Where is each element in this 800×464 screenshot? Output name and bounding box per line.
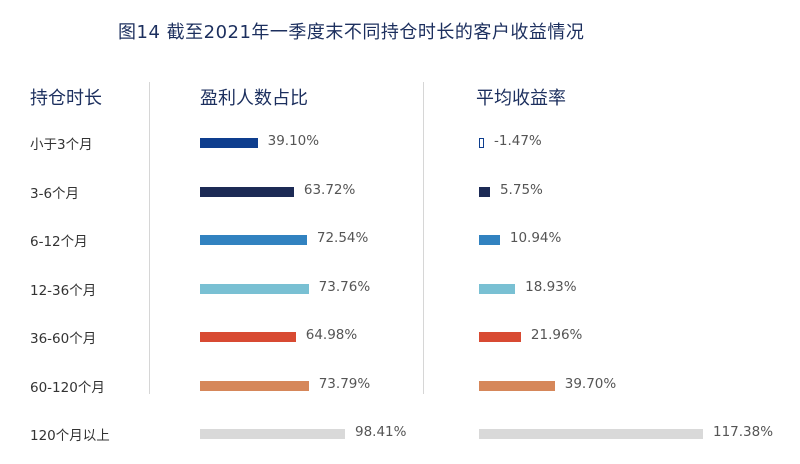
profit-ratio-bar <box>200 380 309 391</box>
average-return-value-label: 18.93% <box>525 278 577 295</box>
category-label: 6-12个月 <box>30 234 88 250</box>
profit-ratio-bar <box>200 283 309 294</box>
category-label: 12-36个月 <box>30 282 97 299</box>
average-return-bar <box>479 235 500 245</box>
profit-ratio-bar <box>200 186 294 197</box>
average-return-bar <box>479 429 703 439</box>
profit-ratio-value-label: 73.79% <box>318 375 371 392</box>
category-label: 120个月以上 <box>30 428 110 444</box>
average-return-bar <box>479 380 555 391</box>
average-return-value-label: 117.38% <box>713 424 774 440</box>
profit-ratio-value-label: 39.10% <box>267 133 320 149</box>
chart-title: 图14 截至2021年一季度末不同持仓时长的客户收益情况 <box>118 22 585 43</box>
category-label: 60-120个月 <box>30 379 105 396</box>
profit-ratio-value-label: 98.41% <box>355 424 407 440</box>
average-return-bar <box>479 283 516 294</box>
average-return-value-label: 5.75% <box>499 181 543 198</box>
category-label: 36-60个月 <box>30 331 97 347</box>
average-return-value-label: 39.70% <box>564 375 617 392</box>
average-return-bar <box>479 332 521 342</box>
profit-ratio-value-label: 63.72% <box>303 181 356 198</box>
profit-ratio-bar <box>200 138 258 148</box>
average-return-bar <box>479 138 484 148</box>
profit-ratio-bar <box>200 332 296 342</box>
profit-ratio-value-label: 73.76% <box>318 278 371 295</box>
column-header-profit-ratio: 盈利人数占比 <box>200 88 308 109</box>
column-header-holding-period: 持仓时长 <box>30 88 102 109</box>
column-divider <box>149 82 150 394</box>
profit-ratio-bar <box>200 235 307 245</box>
average-return-bar <box>479 186 490 197</box>
average-return-value-label: 10.94% <box>509 230 562 246</box>
profit-ratio-bar <box>200 429 345 439</box>
category-label: 3-6个月 <box>30 185 80 202</box>
column-divider <box>423 82 424 394</box>
column-header-average-return: 平均收益率 <box>476 88 566 109</box>
average-return-value-label: 21.96% <box>530 327 583 343</box>
profit-ratio-value-label: 64.98% <box>305 327 358 343</box>
average-return-value-label: -1.47% <box>494 133 542 149</box>
profit-ratio-value-label: 72.54% <box>316 230 369 246</box>
category-label: 小于3个月 <box>30 137 93 153</box>
